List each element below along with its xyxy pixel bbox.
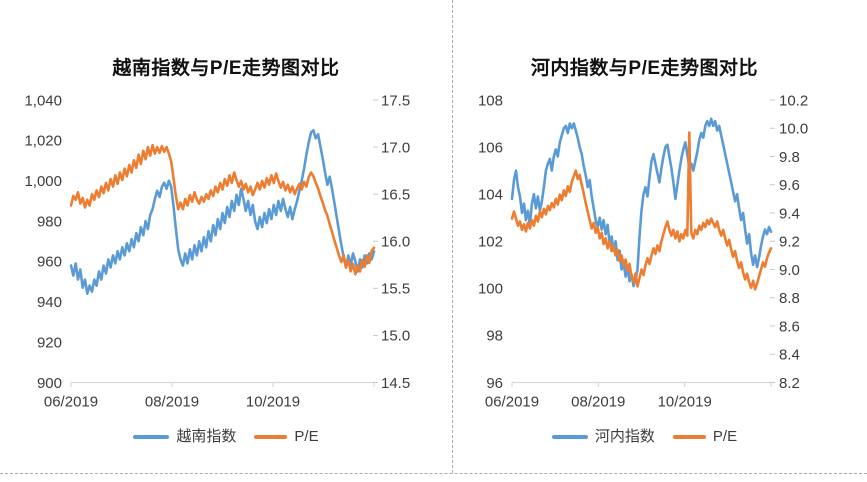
chart-legend-vietnam: 越南指数 P/E [0, 427, 452, 447]
legend-label-hanoi-index: 河内指数 [594, 428, 655, 445]
y-axis-label-left: 920 [37, 334, 62, 351]
y-axis-label-left: 900 [37, 375, 62, 392]
y-axis-label-right: 9.4 [779, 205, 800, 222]
y-axis-label-left: 1,000 [24, 173, 62, 190]
y-axis-label-right: 8.4 [779, 347, 800, 364]
x-axis-label: 10/2019 [246, 393, 300, 410]
y-axis-label-left: 980 [37, 213, 62, 230]
legend-label-pe-right: P/E [712, 428, 738, 445]
x-axis-label: 06/2019 [44, 393, 98, 410]
legend-line-swatch-pe-left [254, 435, 288, 439]
x-axis-label: 08/2019 [571, 393, 625, 410]
y-axis-label-left: 98 [486, 328, 503, 345]
y-axis-label-right: 8.2 [779, 375, 800, 392]
legend-label-vietnam-index: 越南指数 [176, 428, 237, 445]
series-line-pe[interactable] [510, 131, 773, 291]
y-axis-label-right: 17.0 [381, 139, 410, 156]
y-axis-label-left: 96 [486, 375, 503, 392]
series-line-index[interactable] [69, 129, 376, 296]
y-axis-label-left: 100 [478, 281, 503, 298]
y-axis-label-right: 15.0 [381, 328, 410, 345]
y-axis-label-right: 9.6 [779, 177, 800, 194]
y-axis-label-right: 9.8 [779, 149, 800, 166]
y-axis-label-right: 8.8 [779, 290, 800, 307]
page-break-separator-horizontal [0, 473, 867, 474]
y-axis-label-left: 102 [478, 234, 503, 251]
legend-line-swatch-pe-right [672, 435, 706, 439]
y-axis-label-left: 104 [478, 186, 503, 203]
series-line-pe[interactable] [69, 143, 376, 276]
legend-line-swatch-hanoi-index [551, 435, 588, 439]
y-axis-label-left: 108 [478, 92, 503, 109]
page-break-separator-vertical [452, 0, 453, 473]
y-axis-label-left: 960 [37, 254, 62, 271]
y-axis-label-right: 9.0 [779, 262, 800, 279]
y-axis-label-right: 15.5 [381, 281, 410, 298]
x-axis-label: 06/2019 [485, 393, 539, 410]
y-axis-label-left: 106 [478, 139, 503, 156]
chart-title-vietnam: 越南指数与P/E走势图对比 [112, 58, 340, 79]
x-axis-label: 10/2019 [658, 393, 712, 410]
y-axis-label-left: 940 [37, 294, 62, 311]
y-axis-label-right: 8.6 [779, 318, 800, 335]
y-axis-label-right: 16.5 [381, 186, 410, 203]
y-axis-label-right: 9.2 [779, 234, 800, 251]
chart-legend-hanoi: 河内指数 P/E [437, 427, 852, 447]
y-axis-label-right: 17.5 [381, 92, 410, 109]
x-axis-label: 08/2019 [145, 393, 199, 410]
y-axis-label-right: 10.2 [779, 92, 808, 109]
y-axis-label-left: 1,040 [24, 92, 62, 109]
y-axis-label-right: 10.0 [779, 121, 808, 138]
y-axis-label-right: 14.5 [381, 375, 410, 392]
y-axis-label-right: 16.0 [381, 234, 410, 251]
legend-line-swatch-vietnam-index [133, 435, 170, 439]
chart-title-hanoi: 河内指数与P/E走势图对比 [530, 58, 759, 79]
legend-label-pe-left: P/E [294, 428, 319, 445]
y-axis-label-left: 1,020 [24, 133, 62, 150]
series-line-index[interactable] [510, 117, 773, 288]
